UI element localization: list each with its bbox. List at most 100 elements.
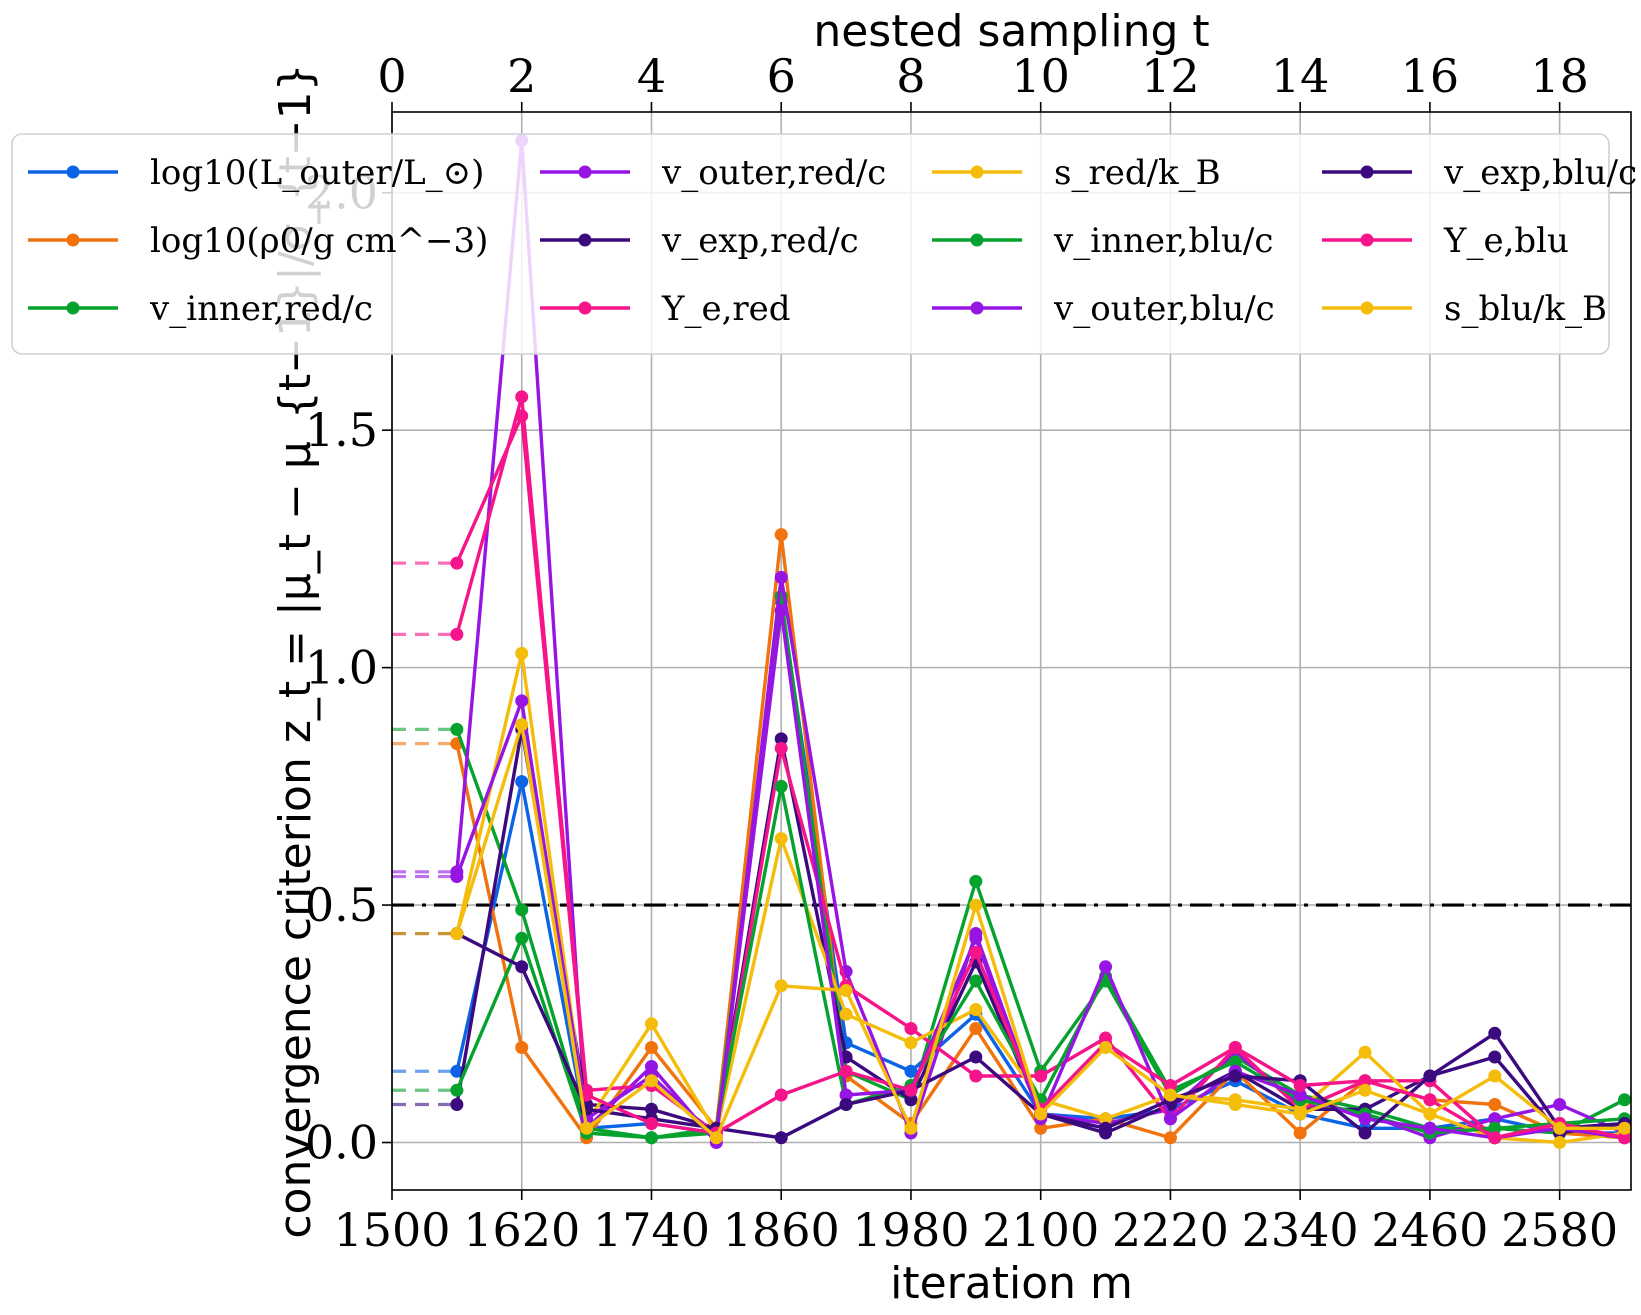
x-bottom-tick-label: 2340 <box>1242 1203 1359 1257</box>
series-point <box>644 1131 658 1145</box>
series-point <box>450 870 464 884</box>
series-point <box>450 556 464 570</box>
x-bottom-tick-label: 1620 <box>463 1203 580 1257</box>
legend-marker <box>1360 301 1374 315</box>
x-top-tick-label: 0 <box>377 49 406 103</box>
series-point <box>1163 1131 1177 1145</box>
series-point <box>774 1088 788 1102</box>
legend-marker <box>970 301 984 315</box>
series-point <box>1034 1121 1048 1135</box>
axis-ticks: 0 1500 2 1620 4 1740 6 1860 8 1980 10 2100 12 2220 14 2… <box>305 49 1618 1257</box>
series-point <box>1228 1069 1242 1083</box>
series-point <box>1618 1093 1632 1107</box>
series-point <box>1034 1069 1048 1083</box>
legend-item: v_exp,blu/c <box>1322 153 1637 193</box>
legend-label: v_inner,red/c <box>149 289 373 329</box>
series-point <box>1488 1026 1502 1040</box>
x-top-tick-label: 2 <box>507 49 536 103</box>
x-bottom-tick-label: 1500 <box>333 1203 450 1257</box>
series-point <box>969 946 983 960</box>
series-point <box>515 775 529 789</box>
series-point <box>839 1007 853 1021</box>
series-point <box>969 1022 983 1036</box>
series-point <box>1163 1079 1177 1093</box>
x-bottom-tick-label: 2100 <box>982 1203 1099 1257</box>
x-top-tick-label: 6 <box>767 49 796 103</box>
series-point <box>450 1064 464 1078</box>
legend-label: v_exp,blu/c <box>1443 153 1637 193</box>
series-point <box>1228 1041 1242 1055</box>
plot-frame <box>391 111 1632 1191</box>
y-tick-label: 0.5 <box>305 878 378 932</box>
series-point <box>644 1074 658 1088</box>
x-top-tick-label: 18 <box>1530 49 1589 103</box>
series-point <box>839 1088 853 1102</box>
series-point <box>839 984 853 998</box>
series-point <box>904 1036 918 1050</box>
x-top-tick-label: 16 <box>1401 49 1460 103</box>
series-point <box>1099 960 1113 974</box>
legend-item: v_inner,blu/c <box>932 221 1273 261</box>
series-point <box>1228 1055 1242 1069</box>
series-point <box>969 1069 983 1083</box>
series-point <box>1293 1088 1307 1102</box>
series-s_blu/k_B <box>450 718 1632 1145</box>
series-point <box>515 409 529 423</box>
series-point <box>1358 1126 1372 1140</box>
series-point <box>644 1041 658 1055</box>
legend-item: s_red/k_B <box>932 153 1221 193</box>
series-point <box>904 1022 918 1036</box>
series-point <box>969 1003 983 1017</box>
series-point <box>1423 1093 1437 1107</box>
x-bottom-tick-label: 1980 <box>852 1203 969 1257</box>
series-point <box>644 1060 658 1074</box>
legend-marker <box>66 233 80 247</box>
legend-item: v_exp,red/c <box>540 221 859 261</box>
series-point <box>580 1121 594 1135</box>
series-point <box>904 1121 918 1135</box>
legend-label: log10(L_outer/L_⊙) <box>150 153 484 193</box>
series-point <box>644 1017 658 1031</box>
series-point <box>709 1131 723 1145</box>
series-point <box>450 1098 464 1112</box>
series-point <box>774 779 788 793</box>
x-top-tick-label: 10 <box>1011 49 1070 103</box>
series-point <box>774 832 788 846</box>
series-point <box>774 741 788 755</box>
legend-item: v_outer,blu/c <box>932 289 1275 329</box>
series-point <box>515 646 529 660</box>
legend-item: v_outer,red/c <box>540 153 886 193</box>
series-point <box>1553 1136 1567 1150</box>
series-point <box>1488 1098 1502 1112</box>
series-point <box>839 1064 853 1078</box>
legend-label: Y_e,red <box>661 289 791 329</box>
legend-item: s_blu/k_B <box>1322 289 1607 329</box>
legend-item: Y_e,blu <box>1322 221 1569 261</box>
series-point <box>774 979 788 993</box>
series-point <box>644 1117 658 1131</box>
legend-label: s_blu/k_B <box>1444 289 1607 329</box>
series-point <box>1099 1121 1113 1135</box>
series-point <box>515 694 529 708</box>
legend: log10(L_outer/L_⊙) log10(ρ0/g cm^−3) v_inn… <box>11 133 1637 355</box>
legend-marker <box>970 165 984 179</box>
x-top-tick-label: 4 <box>637 49 666 103</box>
series-point <box>450 927 464 941</box>
series-lines <box>450 133 1632 1150</box>
y-tick-label: 1.5 <box>305 403 378 457</box>
series-point <box>969 1050 983 1064</box>
series-point <box>1423 1121 1437 1135</box>
series-point <box>1488 1112 1502 1126</box>
series-point <box>1423 1107 1437 1121</box>
legend-marker <box>66 301 80 315</box>
series-point <box>1358 1083 1372 1097</box>
series-point <box>1488 1121 1502 1135</box>
legend-item: log10(L_outer/L_⊙) <box>28 153 484 193</box>
series-point <box>1488 1069 1502 1083</box>
series-point <box>969 974 983 988</box>
legend-marker <box>970 233 984 247</box>
x-top-tick-label: 12 <box>1141 49 1200 103</box>
x-bottom-tick-label: 1860 <box>723 1203 840 1257</box>
series-point <box>774 1131 788 1145</box>
